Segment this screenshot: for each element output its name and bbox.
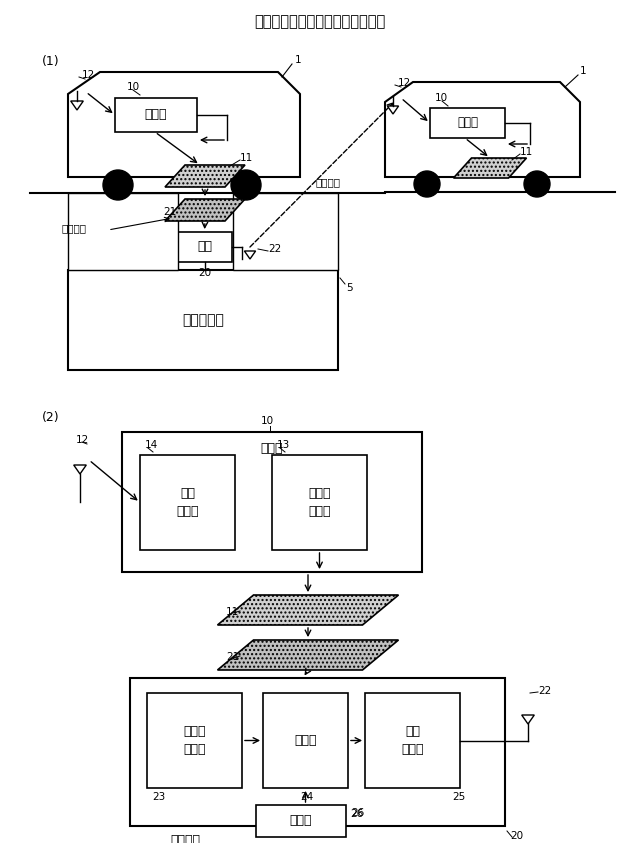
Text: 無線: 無線 bbox=[180, 487, 195, 500]
Text: (2): (2) bbox=[42, 411, 60, 425]
Bar bbox=[272, 455, 367, 550]
Text: リーダ: リーダ bbox=[260, 442, 284, 454]
Text: 送信部: 送信部 bbox=[308, 505, 331, 518]
Text: リーダ: リーダ bbox=[457, 116, 478, 130]
Text: 無線: 無線 bbox=[405, 725, 420, 738]
Text: 14: 14 bbox=[145, 440, 158, 450]
Text: 12: 12 bbox=[82, 70, 95, 80]
Text: マンホール: マンホール bbox=[182, 313, 224, 327]
Text: 従来の無線タグシステムの構成例: 従来の無線タグシステムの構成例 bbox=[254, 14, 386, 30]
Bar bbox=[256, 805, 346, 837]
Bar bbox=[122, 432, 422, 572]
Text: ＬＦ帯: ＬＦ帯 bbox=[183, 725, 205, 738]
Text: 25: 25 bbox=[452, 792, 465, 802]
Text: 5: 5 bbox=[346, 283, 353, 293]
Polygon shape bbox=[454, 158, 527, 178]
Text: 受信部: 受信部 bbox=[176, 505, 199, 518]
Polygon shape bbox=[218, 595, 399, 625]
Text: 13: 13 bbox=[277, 440, 291, 450]
Bar bbox=[115, 98, 197, 132]
Bar bbox=[130, 678, 505, 826]
Polygon shape bbox=[218, 640, 399, 670]
Text: 11: 11 bbox=[520, 147, 533, 157]
Text: 26: 26 bbox=[350, 809, 364, 819]
Polygon shape bbox=[74, 465, 86, 474]
Bar bbox=[68, 270, 338, 370]
Text: リーダ: リーダ bbox=[145, 109, 167, 121]
Circle shape bbox=[524, 171, 550, 197]
Text: 応答信号: 応答信号 bbox=[315, 177, 340, 187]
Text: 21: 21 bbox=[226, 652, 239, 662]
Text: タグ: タグ bbox=[197, 240, 212, 254]
Circle shape bbox=[231, 170, 261, 200]
Polygon shape bbox=[244, 251, 255, 259]
Circle shape bbox=[103, 170, 133, 200]
Text: 22: 22 bbox=[268, 244, 281, 254]
Text: 11: 11 bbox=[226, 607, 239, 617]
Polygon shape bbox=[385, 82, 580, 177]
Bar bbox=[68, 193, 178, 270]
Text: 11: 11 bbox=[240, 153, 253, 163]
Text: (1): (1) bbox=[42, 56, 60, 68]
Bar bbox=[365, 693, 460, 788]
Text: 送信部: 送信部 bbox=[401, 743, 424, 756]
Polygon shape bbox=[70, 101, 83, 110]
Text: ＬＦ帯: ＬＦ帯 bbox=[308, 487, 331, 500]
Bar bbox=[140, 455, 235, 550]
Text: 20: 20 bbox=[198, 268, 211, 278]
Polygon shape bbox=[387, 106, 399, 114]
Text: 12: 12 bbox=[398, 78, 412, 88]
Polygon shape bbox=[165, 199, 245, 221]
Text: 21: 21 bbox=[163, 207, 176, 217]
Polygon shape bbox=[68, 72, 300, 177]
Polygon shape bbox=[165, 165, 245, 187]
Polygon shape bbox=[522, 715, 534, 724]
Bar bbox=[177, 232, 232, 262]
Text: 1: 1 bbox=[580, 66, 587, 76]
Text: 制御部: 制御部 bbox=[294, 734, 317, 747]
Text: 10: 10 bbox=[260, 416, 273, 426]
Text: 受信部: 受信部 bbox=[183, 743, 205, 756]
Bar bbox=[263, 693, 348, 788]
Text: 23: 23 bbox=[152, 792, 165, 802]
Text: 22: 22 bbox=[538, 686, 551, 696]
Text: 24: 24 bbox=[301, 792, 314, 802]
Circle shape bbox=[414, 171, 440, 197]
Text: 26: 26 bbox=[351, 808, 364, 818]
Text: 10: 10 bbox=[127, 82, 140, 92]
Text: 12: 12 bbox=[76, 435, 89, 445]
Bar bbox=[430, 108, 505, 138]
Text: 無線タグ: 無線タグ bbox=[170, 834, 200, 843]
Text: 1: 1 bbox=[295, 55, 301, 65]
Text: センサ: センサ bbox=[290, 814, 312, 828]
Text: 要求信号: 要求信号 bbox=[62, 223, 87, 233]
Text: 20: 20 bbox=[510, 831, 523, 841]
Bar bbox=[233, 193, 338, 270]
Text: 10: 10 bbox=[435, 93, 448, 103]
Bar bbox=[147, 693, 242, 788]
